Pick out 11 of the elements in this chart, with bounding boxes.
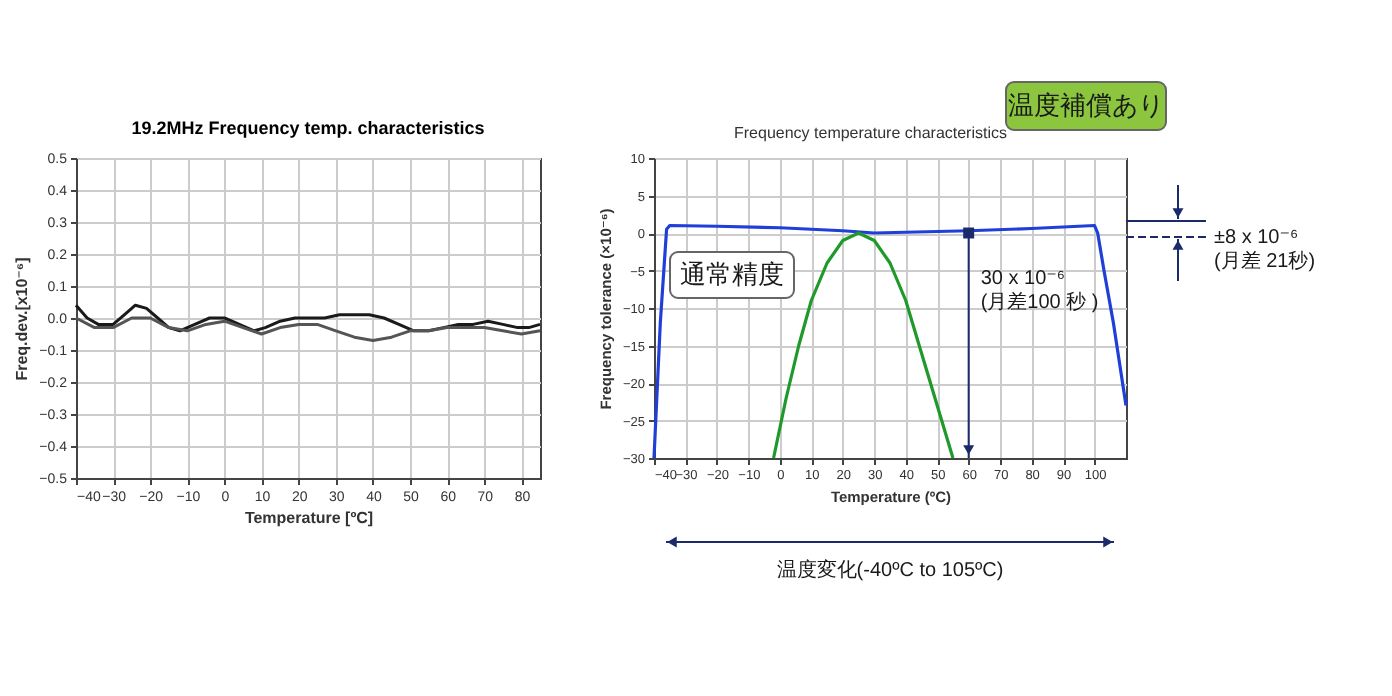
chart-title: 19.2MHz Frequency temp. characteristics: [131, 118, 485, 138]
line-series: [74, 316, 542, 342]
text: ±8 x 10⁻⁶ (月差 21秒): [1214, 227, 1316, 273]
y-axis-title: Freq.dev.[x10⁻⁶]: [13, 256, 32, 381]
x-axis-title: Temperature [ºC]: [244, 509, 374, 527]
text: 温度補償あり: [1008, 90, 1164, 120]
text: 温度変化(-40ºC to 105ºC): [776, 558, 1004, 582]
line-series: [74, 303, 542, 333]
chart-title: Frequency temperature characteristics: [734, 124, 1007, 142]
annotation: 30 x 10⁻⁶ (月差100 秒 ): [980, 268, 1099, 314]
annotation: 通常精度: [680, 259, 784, 289]
